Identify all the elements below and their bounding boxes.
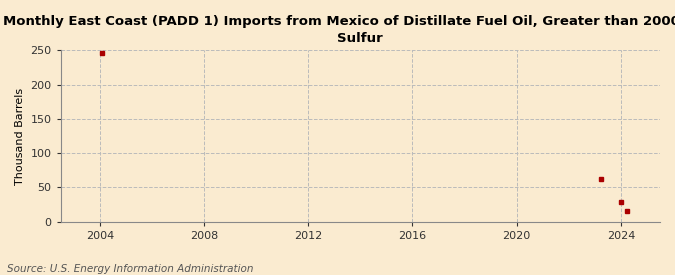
Y-axis label: Thousand Barrels: Thousand Barrels — [15, 87, 25, 185]
Title: Monthly East Coast (PADD 1) Imports from Mexico of Distillate Fuel Oil, Greater : Monthly East Coast (PADD 1) Imports from… — [3, 15, 675, 45]
Text: Source: U.S. Energy Information Administration: Source: U.S. Energy Information Administ… — [7, 264, 253, 274]
